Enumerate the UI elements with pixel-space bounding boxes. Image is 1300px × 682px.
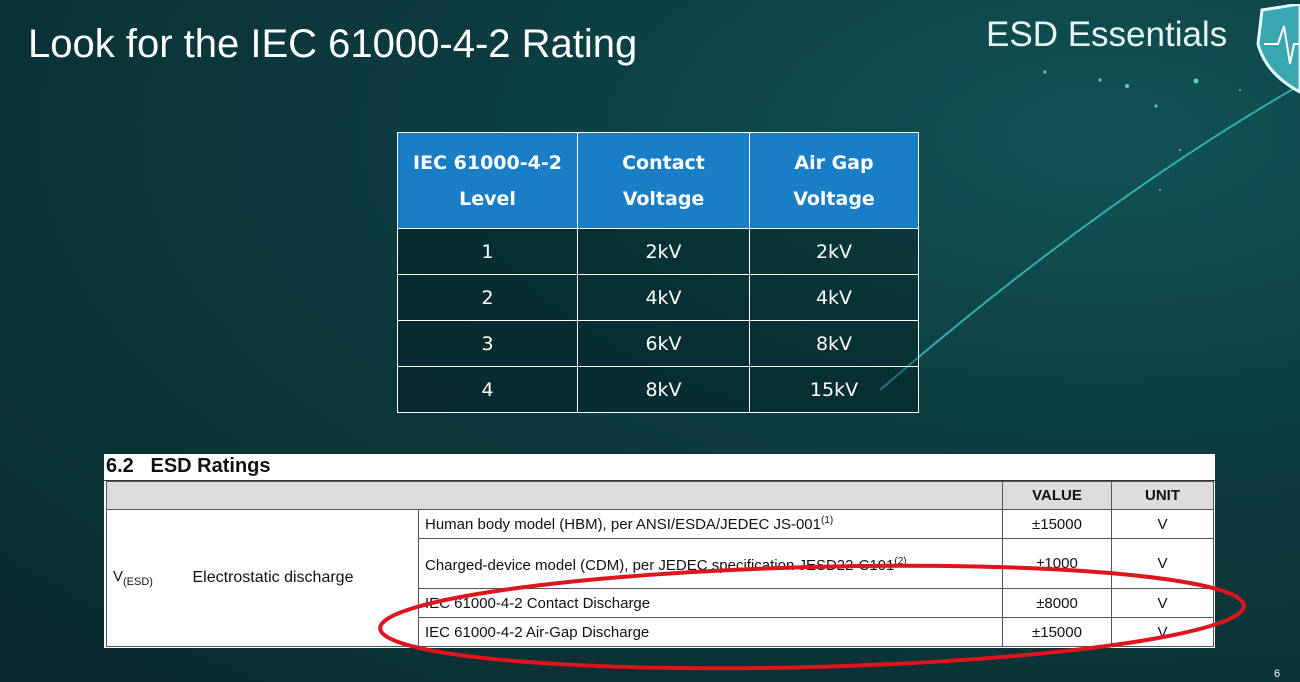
value-cell: ±8000 bbox=[1002, 588, 1112, 618]
parameter-cell: Electrostatic discharge bbox=[186, 509, 419, 647]
table-row: V(ESD) Electrostatic discharge Human bod… bbox=[106, 509, 1214, 647]
shield-heartbeat-icon bbox=[1256, 4, 1300, 94]
cell: 1 bbox=[397, 228, 578, 275]
cell: 3 bbox=[397, 320, 578, 367]
unit-cell: V bbox=[1111, 588, 1214, 618]
cell: 8kV bbox=[577, 366, 750, 413]
esd-ratings-excerpt: 6.2 ESD Ratings VALUE UNIT V(ESD) Electro… bbox=[104, 454, 1215, 648]
table-row: 4 8kV 15kV bbox=[397, 366, 919, 413]
esd-ratings-table: VALUE UNIT V(ESD) Electrostatic discharge… bbox=[106, 481, 1214, 647]
table-row: 1 2kV 2kV bbox=[397, 228, 919, 275]
table-row: 3 6kV 8kV bbox=[397, 320, 919, 367]
value-cell: ±15000 bbox=[1002, 509, 1112, 539]
symbol-cell: V(ESD) bbox=[106, 509, 187, 647]
brand-logo-text: ESD Essentials bbox=[986, 15, 1228, 54]
unit-cell: V bbox=[1111, 509, 1214, 539]
desc-cell: Charged-device model (CDM), per JEDEC sp… bbox=[418, 538, 1003, 589]
cell: 4kV bbox=[577, 274, 750, 321]
cell: 2kV bbox=[749, 228, 919, 275]
header-unit: UNIT bbox=[1111, 481, 1214, 510]
header-value: VALUE bbox=[1002, 481, 1112, 510]
desc-cell: Human body model (HBM), per ANSI/ESDA/JE… bbox=[418, 509, 1003, 539]
unit-cell: V bbox=[1111, 617, 1214, 647]
unit-cell: V bbox=[1111, 538, 1214, 589]
header-contact-voltage: Contact Voltage bbox=[577, 132, 750, 229]
iec-levels-table: IEC 61000-4-2 Level Contact Voltage Air Ga… bbox=[397, 132, 919, 413]
value-cell: ±1000 bbox=[1002, 538, 1112, 589]
table-header: VALUE UNIT bbox=[106, 481, 1214, 510]
header-level: IEC 61000-4-2 Level bbox=[397, 132, 578, 229]
cell: 6kV bbox=[577, 320, 750, 367]
header-air-gap-voltage: Air Gap Voltage bbox=[749, 132, 919, 229]
cell: 15kV bbox=[749, 366, 919, 413]
value-cell: ±15000 bbox=[1002, 617, 1112, 647]
slide-title: Look for the IEC 61000-4-2 Rating bbox=[28, 22, 638, 66]
desc-cell: IEC 61000-4-2 Air-Gap Discharge bbox=[418, 617, 1003, 647]
cell: 8kV bbox=[749, 320, 919, 367]
section-heading: 6.2 ESD Ratings bbox=[104, 454, 1215, 481]
desc-cell: IEC 61000-4-2 Contact Discharge bbox=[418, 588, 1003, 618]
cell: 2kV bbox=[577, 228, 750, 275]
cell: 4 bbox=[397, 366, 578, 413]
cell: 4kV bbox=[749, 274, 919, 321]
table-row: 2 4kV 4kV bbox=[397, 274, 919, 321]
cell: 2 bbox=[397, 274, 578, 321]
page-number: 6 bbox=[1274, 668, 1281, 680]
